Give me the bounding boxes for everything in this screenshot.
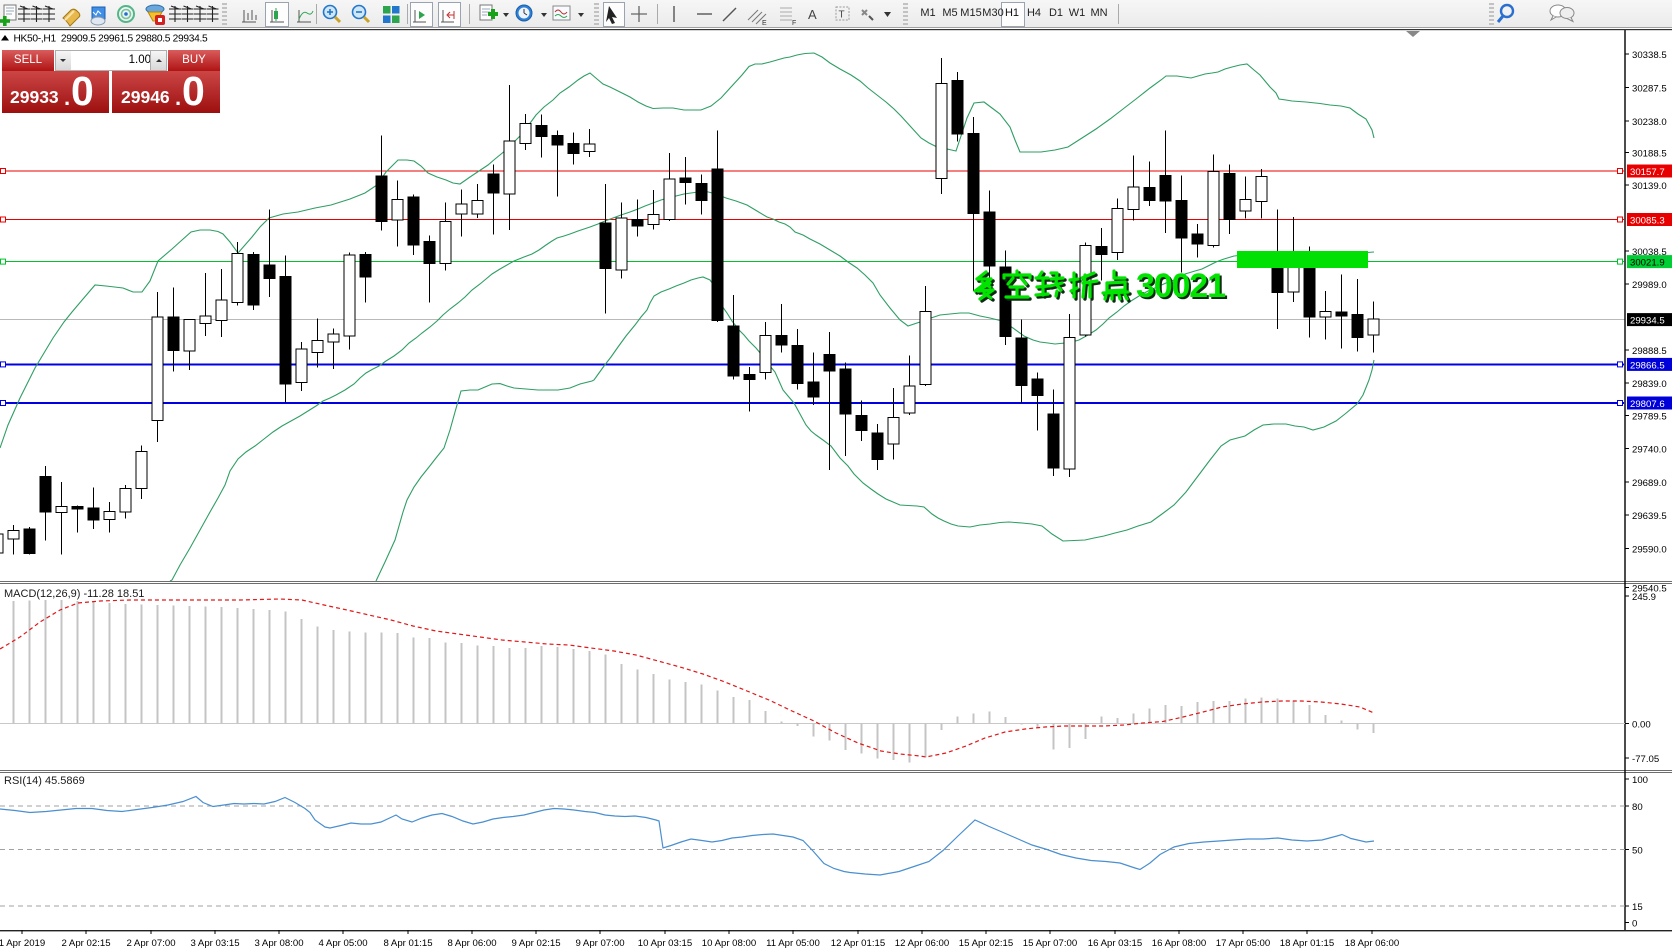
svg-text:8 Apr 06:00: 8 Apr 06:00 — [447, 938, 496, 949]
svg-text:30085.3: 30085.3 — [1630, 216, 1665, 227]
svg-text:15 Apr 07:00: 15 Apr 07:00 — [1023, 938, 1077, 949]
svg-text:15 Apr 02:15: 15 Apr 02:15 — [959, 938, 1013, 949]
svg-text:9 Apr 07:00: 9 Apr 07:00 — [575, 938, 624, 949]
svg-text:18 Apr 01:15: 18 Apr 01:15 — [1280, 938, 1334, 949]
svg-text:HK50-,H1 29909.5 29961.5 2988: HK50-,H1 29909.5 29961.5 29880.5 29934.5 — [14, 34, 209, 45]
svg-text:29639.5: 29639.5 — [1632, 511, 1667, 522]
svg-text:30287.5: 30287.5 — [1632, 84, 1667, 95]
svg-text:29934.5: 29934.5 — [1630, 316, 1665, 327]
svg-text:29789.5: 29789.5 — [1632, 412, 1667, 423]
svg-text:29740.0: 29740.0 — [1632, 445, 1667, 456]
svg-text:F: F — [792, 20, 796, 27]
svg-text:18 Apr 06:00: 18 Apr 06:00 — [1345, 938, 1399, 949]
svg-text:T: T — [839, 10, 845, 21]
svg-text:A: A — [808, 7, 817, 22]
svg-text:4 Apr 05:00: 4 Apr 05:00 — [318, 938, 367, 949]
svg-text:29866.5: 29866.5 — [1630, 360, 1665, 371]
svg-text:12 Apr 01:15: 12 Apr 01:15 — [831, 938, 885, 949]
svg-text:30021.9: 30021.9 — [1630, 258, 1665, 269]
svg-text:2 Apr 02:15: 2 Apr 02:15 — [61, 938, 110, 949]
svg-text:29590.0: 29590.0 — [1632, 545, 1667, 556]
svg-text:3 Apr 03:15: 3 Apr 03:15 — [190, 938, 239, 949]
svg-text:9 Apr 02:15: 9 Apr 02:15 — [511, 938, 560, 949]
svg-text:245.9: 245.9 — [1632, 592, 1656, 603]
svg-text:0.00: 0.00 — [1632, 720, 1651, 731]
svg-text:15: 15 — [1632, 902, 1643, 913]
svg-text:0: 0 — [1632, 919, 1637, 930]
svg-text:30338.5: 30338.5 — [1632, 50, 1667, 61]
svg-text:30038.5: 30038.5 — [1632, 247, 1667, 258]
svg-text:30139.0: 30139.0 — [1632, 181, 1667, 192]
svg-text:80: 80 — [1632, 802, 1643, 813]
svg-text:29540.5: 29540.5 — [1632, 584, 1667, 595]
svg-text:100: 100 — [1632, 775, 1648, 786]
svg-text:12 Apr 06:00: 12 Apr 06:00 — [895, 938, 949, 949]
svg-text:30238.0: 30238.0 — [1632, 117, 1667, 128]
svg-text:2 Apr 07:00: 2 Apr 07:00 — [126, 938, 175, 949]
svg-text:-77.05: -77.05 — [1632, 754, 1659, 765]
svg-text:10 Apr 08:00: 10 Apr 08:00 — [702, 938, 756, 949]
svg-text:29839.0: 29839.0 — [1632, 379, 1667, 390]
svg-text:30021: 30021 — [1136, 267, 1226, 305]
svg-text:29689.0: 29689.0 — [1632, 478, 1667, 489]
svg-text:3 Apr 08:00: 3 Apr 08:00 — [254, 938, 303, 949]
svg-text:29888.5: 29888.5 — [1632, 346, 1667, 357]
svg-text:MACD(12,26,9) -11.28 18.51: MACD(12,26,9) -11.28 18.51 — [4, 588, 144, 600]
svg-text:16 Apr 03:15: 16 Apr 03:15 — [1088, 938, 1142, 949]
svg-text:30188.5: 30188.5 — [1632, 149, 1667, 160]
svg-text:8 Apr 01:15: 8 Apr 01:15 — [383, 938, 432, 949]
svg-text:29807.6: 29807.6 — [1630, 399, 1665, 410]
svg-text:16 Apr 08:00: 16 Apr 08:00 — [1152, 938, 1206, 949]
svg-text:29989.0: 29989.0 — [1632, 280, 1667, 291]
svg-text:30157.7: 30157.7 — [1630, 167, 1665, 178]
svg-text:30021: 30021 — [1138, 269, 1228, 307]
svg-text:E: E — [762, 20, 767, 27]
svg-text:1 Apr 2019: 1 Apr 2019 — [0, 938, 45, 949]
svg-text:11 Apr 05:00: 11 Apr 05:00 — [766, 938, 820, 949]
svg-text:RSI(14) 45.5869: RSI(14) 45.5869 — [4, 775, 85, 787]
svg-text:10 Apr 03:15: 10 Apr 03:15 — [638, 938, 692, 949]
svg-text:17 Apr 05:00: 17 Apr 05:00 — [1216, 938, 1270, 949]
svg-text:50: 50 — [1632, 846, 1643, 857]
